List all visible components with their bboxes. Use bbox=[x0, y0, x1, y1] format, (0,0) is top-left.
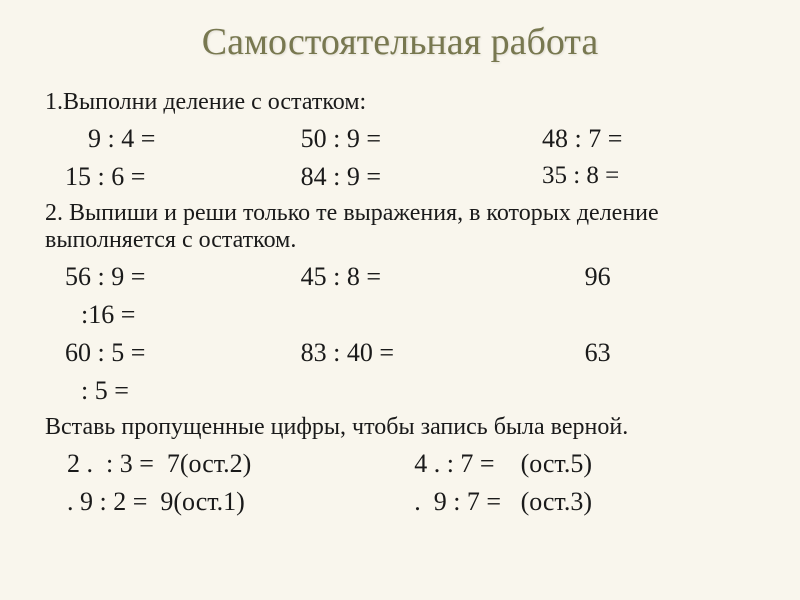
task3-row2: . 9 : 2 = 9(ост.1) . 9 : 7 = (ост.3) bbox=[45, 487, 755, 517]
equation: . 9 : 7 = (ост.3) bbox=[414, 487, 755, 517]
equation: 4 . : 7 = (ост.5) bbox=[414, 449, 755, 479]
task1-row2: 15 : 6 = 84 : 9 = 35 : 8 = bbox=[45, 162, 755, 192]
equation: 60 : 5 = bbox=[45, 338, 301, 368]
equation: :16 = bbox=[45, 300, 135, 330]
task2-row1b: :16 = bbox=[45, 300, 755, 330]
task3-row1: 2 . : 3 = 7(ост.2) 4 . : 7 = (ост.5) bbox=[45, 449, 755, 479]
equation: 84 : 9 = bbox=[301, 162, 542, 192]
equation: 96 bbox=[585, 262, 755, 292]
task1-row1: 9 : 4 = 50 : 9 = 48 : 7 = bbox=[45, 124, 755, 154]
equation: 50 : 9 = bbox=[301, 124, 542, 154]
equation: 9 : 4 = bbox=[45, 124, 301, 154]
equation: 56 : 9 = bbox=[45, 262, 301, 292]
task1-heading: 1.Выполни деление с остатком: bbox=[45, 89, 755, 116]
equation: : 5 = bbox=[45, 376, 129, 406]
task3-heading: Вставь пропущенные цифры, чтобы запись б… bbox=[45, 414, 755, 441]
equation: 83 : 40 = bbox=[301, 338, 585, 368]
task2-row1: 56 : 9 = 45 : 8 = 96 bbox=[45, 262, 755, 292]
equation: 2 . : 3 = 7(ост.2) bbox=[45, 449, 414, 479]
equation: 35 : 8 = bbox=[542, 162, 755, 192]
equation: 63 bbox=[585, 338, 755, 368]
equation: 45 : 8 = bbox=[301, 262, 585, 292]
task2-row2b: : 5 = bbox=[45, 376, 755, 406]
equation: 48 : 7 = bbox=[542, 124, 755, 154]
equation: . 9 : 2 = 9(ост.1) bbox=[45, 487, 414, 517]
equation: 15 : 6 = bbox=[45, 162, 301, 192]
task2-heading: 2. Выпиши и реши только те выражения, в … bbox=[45, 200, 755, 254]
page-title: Самостоятельная работа bbox=[45, 20, 755, 64]
task2-row2: 60 : 5 = 83 : 40 = 63 bbox=[45, 338, 755, 368]
